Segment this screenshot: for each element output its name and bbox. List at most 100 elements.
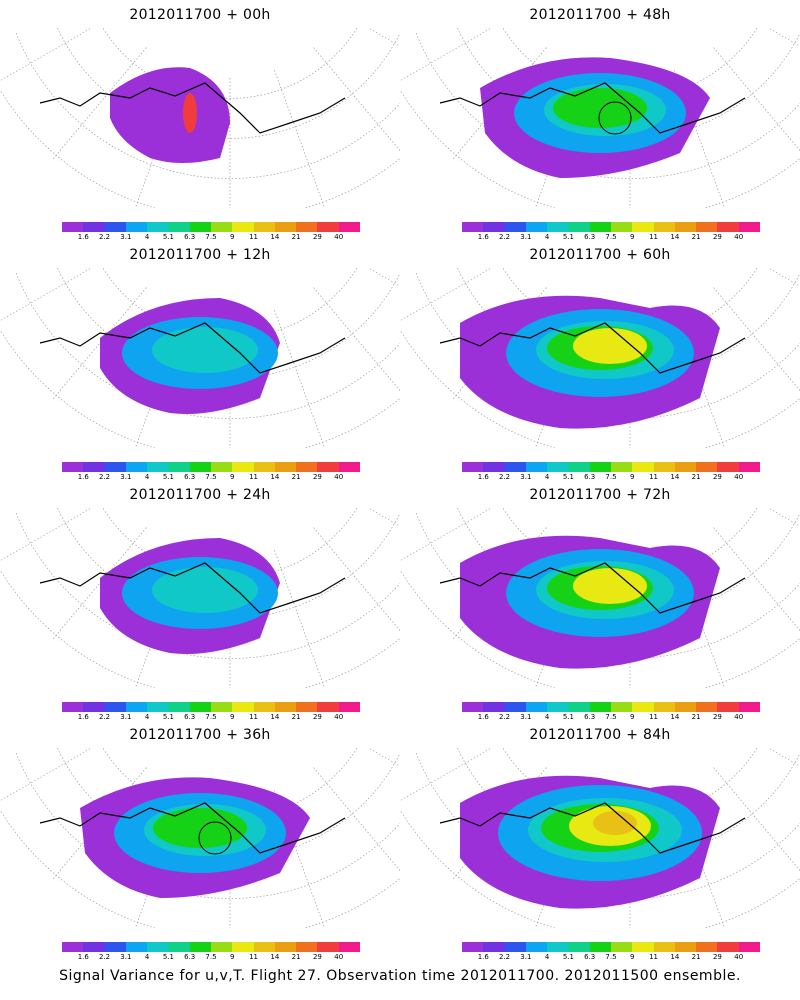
colorbar-label: 29 xyxy=(312,233,322,241)
colorbar-segment xyxy=(317,702,339,712)
colorbar-label: 5.1 xyxy=(162,233,174,241)
map-plot xyxy=(400,28,800,208)
variance-field xyxy=(110,67,230,163)
panel-title: 2012011700 + 84h xyxy=(529,727,671,743)
colorbar-segment xyxy=(717,942,739,952)
colorbar-segment xyxy=(317,462,339,472)
colorbar-segment xyxy=(125,222,148,232)
colorbar-label: 40 xyxy=(734,713,744,721)
colorbar-label: 2.2 xyxy=(498,473,511,481)
colorbar-label: 14 xyxy=(270,713,280,721)
coastline xyxy=(39,322,346,374)
colorbar-segment xyxy=(674,222,697,232)
colorbar-segment xyxy=(568,462,590,472)
map-panel: 2012011700 + 72h 1.6 2.2 3.1 4 5.1 6.3 7.5 9 11 14… xyxy=(400,480,800,721)
colorbar-label: 4 xyxy=(144,953,150,961)
colorbar-label: 1.6 xyxy=(477,953,489,961)
colorbar-label: 9 xyxy=(630,953,635,961)
colorbar-segment xyxy=(610,942,633,952)
colorbar-labels: 1.6 2.2 3.1 4 5.1 6.3 7.5 9 11 14 21 29 40 xyxy=(462,953,760,963)
colorbar-label: 11 xyxy=(649,233,659,241)
colorbar-segment xyxy=(274,222,297,232)
colorbar-segment xyxy=(504,462,526,472)
colorbar-label: 1.6 xyxy=(77,953,89,961)
colorbar-label: 5.1 xyxy=(562,953,574,961)
coastline xyxy=(439,802,746,854)
colorbar-segment xyxy=(483,702,505,712)
colorbar-segment xyxy=(296,462,318,472)
colorbar-label: 21 xyxy=(691,953,701,961)
colorbar-segment xyxy=(168,942,190,952)
colorbar-segment xyxy=(62,702,84,712)
colorbar-segment xyxy=(696,462,718,472)
colorbar-segment xyxy=(147,702,169,712)
colorbar-label: 9 xyxy=(630,233,635,241)
colorbar-segment xyxy=(674,462,697,472)
colorbar-label: 14 xyxy=(270,473,280,481)
colorbar-label: 5.1 xyxy=(162,713,174,721)
colorbar-label: 21 xyxy=(291,473,301,481)
colorbar-segment xyxy=(317,942,339,952)
colorbar-label: 2.2 xyxy=(498,713,511,721)
colorbar-label: 14 xyxy=(270,233,280,241)
colorbar-segment xyxy=(547,222,569,232)
colorbar-segment xyxy=(738,702,760,712)
colorbar-label: 29 xyxy=(712,473,722,481)
colorbar-segment xyxy=(210,702,233,712)
colorbar-label: 6.3 xyxy=(184,233,196,241)
colorbar-segment xyxy=(83,702,105,712)
colorbar-segment xyxy=(462,462,484,472)
colorbar-label: 14 xyxy=(670,233,680,241)
colorbar-segment xyxy=(253,462,275,472)
colorbar-segment xyxy=(504,942,526,952)
colorbar-segment xyxy=(632,702,654,712)
colorbar-label: 4 xyxy=(544,953,550,961)
colorbar-segment xyxy=(653,942,675,952)
colorbar-label: 2.2 xyxy=(498,953,511,961)
colorbar-segment xyxy=(232,222,254,232)
colorbar-label: 14 xyxy=(270,953,280,961)
coastline xyxy=(39,82,346,134)
colorbar-segment xyxy=(738,942,760,952)
colorbar-segment xyxy=(147,222,169,232)
colorbar-label: 11 xyxy=(649,713,659,721)
colorbar-segment xyxy=(589,222,611,232)
coastline xyxy=(439,562,746,614)
colorbar-segment xyxy=(147,462,169,472)
colorbar-segment xyxy=(83,942,105,952)
colorbar-label: 2.2 xyxy=(98,713,111,721)
colorbar-segment xyxy=(717,702,739,712)
colorbar-label: 29 xyxy=(312,953,322,961)
colorbar-label: 9 xyxy=(230,713,235,721)
colorbar-segment xyxy=(674,942,697,952)
colorbar-label: 14 xyxy=(670,713,680,721)
panel-title: 2012011700 + 12h xyxy=(129,247,271,263)
colorbar-labels: 1.6 2.2 3.1 4 5.1 6.3 7.5 9 11 14 21 29 40 xyxy=(62,473,360,483)
colorbar-segment xyxy=(568,222,590,232)
colorbar-label: 11 xyxy=(249,473,259,481)
colorbar-segment xyxy=(462,702,484,712)
colorbar-label: 29 xyxy=(712,953,722,961)
colorbar-label: 4 xyxy=(544,233,550,241)
colorbar-label: 9 xyxy=(230,473,235,481)
map-panel: 2012011700 + 48h 1.6 2.2 3.1 4 5.1 6.3 7.5 9 11 14… xyxy=(400,0,800,241)
colorbar-label: 6.3 xyxy=(184,713,196,721)
colorbar-label: 2.2 xyxy=(98,473,111,481)
colorbar xyxy=(462,702,760,712)
variance-field xyxy=(80,777,310,898)
colorbar-segment xyxy=(338,942,360,952)
colorbar-segment xyxy=(462,222,484,232)
colorbar-label: 11 xyxy=(649,953,659,961)
colorbar-segment xyxy=(483,222,505,232)
figure-caption: Signal Variance for u,v,T. Flight 27. Ob… xyxy=(59,968,741,984)
colorbar-label: 7.5 xyxy=(205,473,217,481)
colorbar-label: 21 xyxy=(691,473,701,481)
colorbar-label: 1.6 xyxy=(477,233,489,241)
colorbar-label: 6.3 xyxy=(184,953,196,961)
colorbar-segment xyxy=(210,222,233,232)
map-panel: 2012011700 + 12h 1.6 2.2 3.1 4 5.1 6.3 7.5 9 11 14… xyxy=(0,240,400,483)
colorbar-segment xyxy=(483,462,505,472)
colorbar-label: 6.3 xyxy=(584,713,596,721)
colorbar-label: 21 xyxy=(691,713,701,721)
panel-title: 2012011700 + 00h xyxy=(129,7,271,23)
